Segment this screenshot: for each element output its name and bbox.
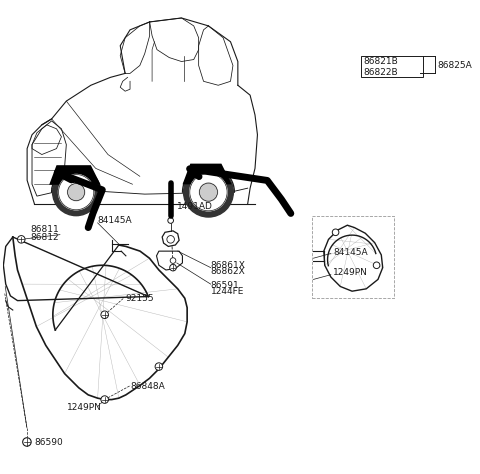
Circle shape	[199, 183, 217, 201]
Text: 86825A: 86825A	[437, 62, 472, 71]
Text: 86591: 86591	[211, 281, 240, 290]
Circle shape	[53, 169, 100, 216]
Bar	[312, 216, 395, 298]
Bar	[361, 55, 423, 77]
Circle shape	[59, 174, 94, 210]
Text: 86848A: 86848A	[131, 383, 165, 392]
Text: 86822B: 86822B	[364, 68, 398, 77]
Circle shape	[332, 229, 339, 236]
Circle shape	[17, 236, 25, 243]
Circle shape	[101, 396, 108, 403]
Text: 84145A: 84145A	[333, 248, 368, 257]
Text: 92155: 92155	[125, 294, 154, 303]
Text: 86821B: 86821B	[364, 57, 398, 66]
Circle shape	[168, 218, 173, 223]
Text: 86862X: 86862X	[211, 267, 245, 276]
Polygon shape	[182, 164, 232, 184]
Text: 84145A: 84145A	[97, 216, 132, 225]
Text: 1249PN: 1249PN	[67, 403, 102, 412]
Polygon shape	[49, 165, 101, 185]
Circle shape	[170, 264, 176, 271]
Circle shape	[183, 167, 233, 217]
Text: 86590: 86590	[34, 438, 63, 447]
Circle shape	[101, 311, 108, 319]
Circle shape	[23, 438, 31, 446]
Circle shape	[170, 258, 176, 264]
Circle shape	[155, 363, 163, 370]
Text: 86812: 86812	[31, 233, 60, 241]
Text: 86861X: 86861X	[211, 261, 246, 270]
Circle shape	[373, 262, 380, 269]
Circle shape	[68, 183, 84, 201]
Text: 1491AD: 1491AD	[177, 202, 213, 211]
Text: 86811: 86811	[31, 226, 60, 235]
Text: 1244FE: 1244FE	[211, 287, 244, 296]
Circle shape	[190, 173, 227, 211]
Text: 1249PN: 1249PN	[333, 268, 368, 277]
